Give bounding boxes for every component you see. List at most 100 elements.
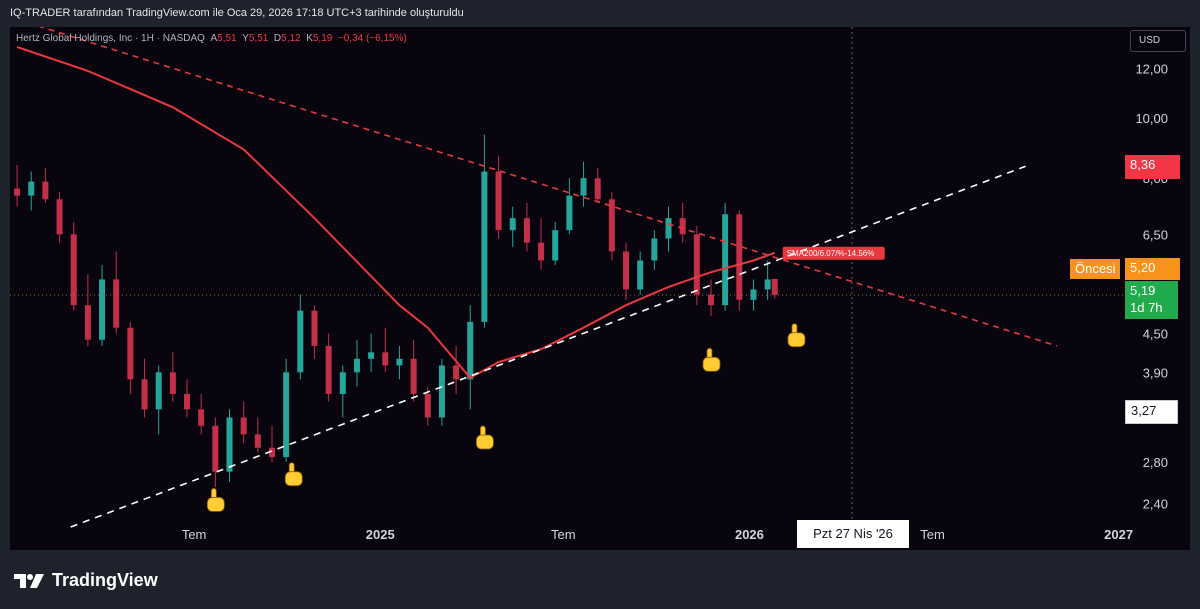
currency-button[interactable]: USD — [1130, 30, 1186, 52]
low-label: D — [273, 33, 282, 44]
open-value: 5,51 — [217, 33, 237, 44]
hand-palm — [476, 434, 494, 450]
price-chart[interactable]: SMA200/6.07/%-14.56% 12,0010,008,006,505… — [10, 27, 1190, 550]
y-axis-tick: 4,50 — [1143, 327, 1168, 342]
candle-body — [297, 310, 304, 373]
last-price-tag: 5,19 1d 7h — [1125, 281, 1178, 319]
y-axis-tick: 2,40 — [1143, 496, 1168, 511]
candle-body — [538, 242, 545, 261]
hand-palm — [702, 356, 721, 372]
y-axis-tick: 12,00 — [1135, 62, 1168, 77]
last-price: 5,19 — [1130, 283, 1156, 298]
candle-body — [70, 234, 77, 306]
candle-body — [679, 218, 686, 235]
candle-body — [453, 365, 460, 380]
candle-body — [240, 417, 247, 435]
pointing-hand-icon — [284, 462, 303, 487]
pointing-hand-icon — [787, 323, 806, 348]
candle-body — [311, 310, 318, 346]
chart-title: IQ-TRADER tarafından TradingView.com ile… — [10, 7, 464, 19]
candle-body — [637, 260, 644, 290]
candle-body — [99, 279, 106, 340]
pointing-hand-icon — [702, 347, 721, 372]
y-axis-tick: 2,80 — [1143, 455, 1168, 470]
candle-body — [382, 352, 389, 366]
candle-body — [722, 214, 729, 306]
candle-body — [254, 434, 261, 448]
candle-body — [623, 251, 630, 290]
candle-body — [707, 294, 714, 306]
candle-body — [693, 234, 700, 295]
sma200-label-bg — [782, 246, 885, 260]
x-axis-tick: 2025 — [366, 527, 395, 542]
support-trendline — [70, 165, 1026, 528]
candle-body — [509, 218, 516, 231]
line-low-price-tag: 3,27 — [1125, 400, 1178, 424]
candle-body — [410, 358, 417, 394]
candle-body — [368, 352, 375, 359]
x-axis-tick: 2026 — [735, 527, 764, 542]
candle-body — [467, 321, 474, 380]
symbol-name: Hertz Global Holdings, Inc · 1H · NASDAQ — [16, 33, 205, 44]
hand-palm — [284, 471, 303, 487]
candle-body — [198, 409, 205, 426]
candle-body — [212, 425, 219, 472]
resistance-trendline — [38, 27, 1058, 347]
high-value: 5,51 — [248, 33, 269, 44]
premarket-price-tag: 5,20 — [1125, 258, 1180, 280]
x-axis-tick: Tem — [920, 527, 945, 542]
candle-body — [771, 278, 778, 296]
candle-body — [169, 372, 176, 394]
y-axis-tick: 10,00 — [1135, 111, 1168, 126]
close-value: 5,19 — [312, 33, 333, 44]
y-axis-tick: 6,50 — [1143, 227, 1168, 242]
sma200-label: SMA200/6.07/%-14.56% — [787, 249, 875, 258]
candle-body — [339, 372, 346, 394]
candle-body — [226, 417, 233, 472]
candle-body — [141, 379, 148, 410]
x-axis-tick: 2027 — [1104, 527, 1133, 542]
open-label: A — [210, 33, 218, 44]
line-price-tag: 8,36 — [1125, 155, 1180, 179]
candle-body — [56, 199, 63, 235]
pointing-hand-icon — [476, 425, 494, 450]
candle-body — [396, 358, 403, 366]
candle-body — [325, 345, 332, 394]
candle-body — [594, 178, 601, 200]
candle-body — [84, 305, 91, 340]
candle-body — [268, 447, 275, 458]
candle-body — [651, 238, 658, 261]
change-value: −0,34 (−6,15%) — [337, 33, 407, 44]
candle-body — [552, 230, 559, 261]
close-label: K — [306, 33, 313, 44]
low-value: 5,12 — [281, 33, 301, 44]
symbol-legend: Hertz Global Holdings, Inc · 1H · NASDAQ… — [16, 33, 407, 44]
tradingview-logo[interactable]: TradingView — [12, 570, 158, 591]
candle-body — [608, 199, 615, 252]
chart-area[interactable]: SMA200/6.07/%-14.56% 12,0010,008,006,505… — [10, 27, 1190, 550]
x-axis-tick: Tem — [551, 527, 576, 542]
candle-body — [495, 171, 502, 231]
candle-body — [750, 289, 757, 300]
high-label: Y — [242, 33, 249, 44]
candle-body — [283, 372, 290, 458]
candle-body — [580, 178, 587, 196]
premarket-label: Öncesi — [1070, 259, 1121, 279]
y-axis-tick: 3,90 — [1143, 365, 1168, 380]
candle-body — [184, 393, 191, 410]
candle-body — [127, 327, 134, 380]
candle-body — [353, 358, 360, 373]
candle-body — [113, 279, 120, 328]
candle-body — [438, 365, 445, 418]
pointing-hand-icon — [206, 488, 225, 512]
candle-body — [28, 181, 35, 196]
crosshair-date-tag: Pzt 27 Nis '26 — [797, 520, 909, 548]
candle-body — [155, 372, 162, 410]
tradingview-logo-icon — [14, 573, 44, 588]
candle-body — [764, 279, 771, 290]
candle-body — [523, 218, 530, 243]
candle-body — [736, 214, 743, 300]
x-axis-tick: Tem — [182, 527, 207, 542]
tradingview-brand: TradingView — [52, 570, 158, 590]
candle-body — [481, 171, 488, 322]
